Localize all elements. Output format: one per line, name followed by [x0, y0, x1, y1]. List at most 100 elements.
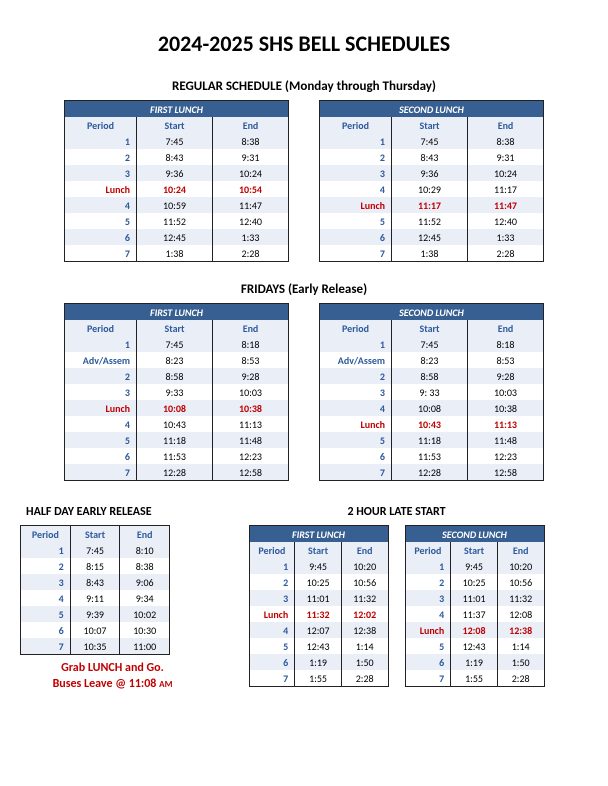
period-cell: 4: [405, 606, 451, 622]
start-cell: 11:52: [392, 213, 468, 229]
start-cell: 9: 33: [392, 384, 468, 400]
table-row: 39:3610:24: [320, 165, 544, 181]
table-row: 610:0710:30: [21, 622, 170, 638]
start-cell: 11:01: [295, 590, 342, 606]
table-row: 28:439:31: [65, 149, 289, 165]
start-cell: 8:43: [137, 149, 213, 165]
table-row: 17:458:18: [320, 336, 544, 352]
friday-table-pair: FIRST LUNCHPeriodStartEnd17:458:18Adv/As…: [20, 303, 588, 481]
period-cell: 6: [320, 448, 392, 464]
end-cell: 1:14: [341, 638, 388, 654]
table-row: 311:0111:32: [249, 590, 388, 606]
start-cell: 9:39: [70, 606, 120, 622]
column-header: Start: [451, 542, 498, 558]
period-cell: 4: [320, 400, 392, 416]
period-cell: Lunch: [249, 606, 295, 622]
end-cell: 11:48: [213, 432, 289, 448]
table-row: 71:382:28: [65, 245, 289, 262]
end-cell: 11:13: [468, 416, 544, 432]
end-cell: 9:06: [120, 574, 170, 590]
end-cell: 11:32: [497, 590, 544, 606]
end-cell: 9:28: [213, 368, 289, 384]
table-row: Lunch10:0810:38: [65, 400, 289, 416]
column-header: Period: [405, 542, 451, 558]
regular-heading: REGULAR SCHEDULE (Monday through Thursda…: [20, 79, 588, 94]
period-cell: 5: [21, 606, 71, 622]
end-cell: 10:24: [468, 165, 544, 181]
table-row: 39:3610:24: [65, 165, 289, 181]
start-cell: 8:58: [392, 368, 468, 384]
period-cell: 6: [249, 654, 295, 670]
table-row: 712:2812:58: [320, 464, 544, 481]
period-cell: 4: [21, 590, 71, 606]
table-row: 28:158:38: [21, 558, 170, 574]
period-cell: 3: [21, 574, 71, 590]
end-cell: 9:34: [120, 590, 170, 606]
period-cell: 7: [320, 464, 392, 481]
column-header: End: [213, 117, 289, 133]
table-row: 410:4311:13: [65, 416, 289, 432]
start-cell: 10:59: [137, 197, 213, 213]
table-row: 59:3910:02: [21, 606, 170, 622]
end-cell: 10:24: [213, 165, 289, 181]
friday-heading: FRIDAYS (Early Release): [20, 282, 588, 297]
end-cell: 10:56: [497, 574, 544, 590]
table-row: 38:439:06: [21, 574, 170, 590]
table-row: 39:3310:03: [65, 384, 289, 400]
start-cell: 1:38: [392, 245, 468, 262]
period-cell: 4: [65, 416, 137, 432]
table-row: 28:439:31: [320, 149, 544, 165]
start-cell: 1:19: [295, 654, 342, 670]
end-cell: 8:53: [468, 352, 544, 368]
period-cell: 6: [21, 622, 71, 638]
start-cell: 7:45: [392, 133, 468, 149]
start-cell: 9:36: [392, 165, 468, 181]
period-cell: 2: [405, 574, 451, 590]
start-cell: 7:45: [137, 336, 213, 352]
column-header: Start: [137, 117, 213, 133]
table-row: 712:2812:58: [65, 464, 289, 481]
table-row: 17:458:18: [65, 336, 289, 352]
end-cell: 12:58: [213, 464, 289, 481]
half-table: PeriodStartEnd17:458:1028:158:3838:439:0…: [20, 525, 170, 655]
start-cell: 9:45: [295, 558, 342, 574]
table-row: 19:4510:20: [405, 558, 544, 574]
period-cell: 2: [21, 558, 71, 574]
end-cell: 10:03: [468, 384, 544, 400]
friday-second-table: SECOND LUNCHPeriodStartEnd17:458:18Adv/A…: [319, 303, 544, 481]
table-row: 61:191:50: [405, 654, 544, 670]
regular-table-pair: FIRST LUNCHPeriodStartEnd17:458:3828:439…: [20, 100, 588, 262]
end-cell: 2:28: [213, 245, 289, 262]
start-cell: 11:32: [295, 606, 342, 622]
end-cell: 1:33: [468, 229, 544, 245]
half-footer: Grab LUNCH and Go. Buses Leave @ 11:08 A…: [20, 661, 205, 692]
table-banner: FIRST LUNCH: [65, 304, 289, 321]
table-row: 311:0111:32: [405, 590, 544, 606]
column-header: Period: [320, 117, 392, 133]
table-row: 71:552:28: [249, 670, 388, 687]
table-row: 71:552:28: [405, 670, 544, 687]
start-cell: 12:45: [392, 229, 468, 245]
period-cell: 5: [405, 638, 451, 654]
start-cell: 12:43: [451, 638, 498, 654]
end-cell: 11:47: [468, 197, 544, 213]
late-table-pair: FIRST LUNCHPeriodStartEnd19:4510:20210:2…: [249, 525, 545, 687]
table-row: 511:1811:48: [320, 432, 544, 448]
period-cell: 3: [65, 384, 137, 400]
start-cell: 11:01: [451, 590, 498, 606]
table-row: Lunch11:1711:47: [320, 197, 544, 213]
table-row: 710:3511:00: [21, 638, 170, 655]
start-cell: 7:45: [70, 542, 120, 558]
column-header: End: [213, 320, 289, 336]
regular-second-table: SECOND LUNCHPeriodStartEnd17:458:3828:43…: [319, 100, 544, 262]
period-cell: 1: [405, 558, 451, 574]
half-heading: HALF DAY EARLY RELEASE: [26, 505, 205, 519]
column-header: Start: [392, 117, 468, 133]
column-header: End: [120, 526, 170, 543]
column-header: Start: [392, 320, 468, 336]
end-cell: 11:13: [213, 416, 289, 432]
period-cell: 7: [21, 638, 71, 655]
end-cell: 12:58: [468, 464, 544, 481]
regular-first-table: FIRST LUNCHPeriodStartEnd17:458:3828:439…: [64, 100, 289, 262]
table-row: 411:3712:08: [405, 606, 544, 622]
